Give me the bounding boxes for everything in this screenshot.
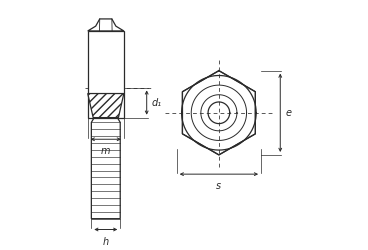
Bar	[88, 31, 124, 118]
Text: s: s	[216, 181, 222, 191]
Polygon shape	[91, 118, 120, 219]
Polygon shape	[88, 94, 124, 118]
Text: h: h	[103, 237, 109, 247]
Polygon shape	[183, 71, 255, 155]
Text: m: m	[101, 146, 110, 156]
Text: e: e	[286, 108, 291, 118]
Text: d₁: d₁	[152, 98, 162, 108]
Polygon shape	[88, 19, 124, 31]
